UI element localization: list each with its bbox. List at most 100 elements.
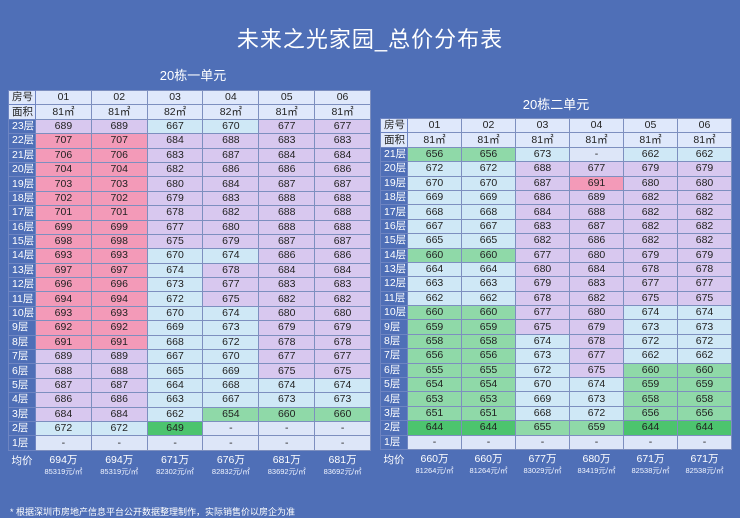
floor-label: 12层 [380, 276, 408, 292]
floor-label: 17层 [380, 204, 408, 220]
price-cell: 707 [35, 133, 92, 149]
avg-price: 681万 [328, 453, 357, 466]
table-row: 12层 663 663 679 683 677 677 [380, 276, 732, 292]
price-cell: 684 [202, 176, 260, 192]
price-cell: 670 [407, 175, 462, 191]
price-cell: - [202, 420, 260, 437]
floor-label: 1层 [380, 434, 408, 450]
price-cell: 688 [202, 133, 260, 149]
price-cell: - [35, 435, 92, 451]
floor-label: 7层 [380, 348, 408, 364]
price-cell: 682 [623, 204, 678, 220]
price-cell: 675 [146, 233, 204, 250]
table-row: 21层 706 706 683 687 684 684 [8, 147, 371, 163]
row-label: 房号 [8, 89, 36, 106]
avg-price: 676万 [216, 453, 245, 466]
floor-label: 7层 [8, 349, 36, 365]
floor-label: 11层 [380, 290, 408, 307]
price-cell: 696 [35, 277, 92, 293]
floor-label: 2层 [380, 420, 408, 436]
price-cell: 677 [146, 219, 204, 235]
price-cell: 682 [623, 189, 678, 206]
price-cell: 701 [90, 205, 148, 221]
price-cell: 682 [623, 218, 678, 235]
row-label: 房号 [380, 117, 408, 134]
price-cell: 668 [146, 334, 204, 351]
price-cell: 699 [35, 219, 92, 235]
unit-header: 03 [515, 117, 570, 134]
price-cell: 656 [677, 405, 732, 422]
price-cell: 706 [35, 147, 92, 163]
price-cell: 659 [461, 319, 516, 335]
table-row: 5层 654 654 670 674 659 659 [380, 377, 732, 393]
price-cell: 680 [569, 247, 624, 263]
price-cell: 680 [146, 176, 204, 192]
price-cell: 672 [569, 405, 624, 422]
price-cell: - [314, 420, 371, 437]
price-cell: 684 [258, 147, 316, 163]
area-cell: 81㎡ [515, 132, 570, 148]
price-cell: 688 [569, 204, 624, 220]
price-cell: 662 [677, 146, 732, 163]
price-cell: 672 [515, 362, 570, 379]
avg-unit-price: 81264元/㎡ [415, 465, 454, 475]
price-cell: 667 [146, 349, 204, 365]
price-cell: - [677, 434, 732, 450]
table-row: 18层 702 702 679 683 688 688 [8, 190, 371, 207]
floor-label: 4层 [380, 391, 408, 407]
avg-cell: 671万 82538元/㎡ [678, 449, 732, 484]
price-cell: 698 [35, 233, 92, 250]
table-row: 12层 696 696 673 677 683 683 [8, 277, 371, 293]
price-cell: 680 [515, 261, 570, 278]
header-row: 房号 01 02 03 04 05 06 [380, 117, 732, 134]
area-row: 面积 81㎡ 81㎡ 82㎡ 82㎡ 81㎡ 81㎡ [8, 104, 371, 120]
table-unit-1: 房号 01 02 03 04 05 06 面积 81㎡ 81㎡ 82㎡ 82㎡ 81㎡ 81㎡ 23层 689… [8, 89, 371, 485]
avg-cell: 681万 83692元/㎡ [315, 450, 371, 485]
price-cell: 680 [569, 305, 624, 321]
avg-price: 660万 [420, 452, 449, 465]
price-cell: 679 [515, 276, 570, 292]
floor-label: 12层 [8, 277, 36, 293]
price-cell: 684 [146, 133, 204, 149]
avg-cell: 671万 82302元/㎡ [147, 450, 203, 485]
price-cell: 656 [623, 405, 678, 422]
avg-price: 680万 [582, 452, 611, 465]
price-cell: 674 [314, 377, 371, 394]
table-row: 9层 692 692 669 673 679 679 [8, 320, 371, 336]
price-cell: 672 [623, 333, 678, 350]
price-cell: 675 [515, 319, 570, 335]
price-cell: 672 [461, 161, 516, 177]
price-cell: 654 [461, 377, 516, 393]
price-cell: 655 [461, 362, 516, 379]
price-cell: 656 [461, 348, 516, 364]
price-cell: 679 [202, 233, 260, 250]
avg-price: 671万 [690, 452, 719, 465]
table-row: 2层 644 644 655 659 644 644 [380, 420, 732, 436]
floor-label: 16层 [8, 219, 36, 235]
price-cell: 682 [258, 291, 316, 307]
price-cell: 660 [461, 305, 516, 321]
area-cell: 81㎡ [461, 132, 516, 148]
price-cell: 688 [258, 190, 316, 207]
avg-unit-price: 85319元/㎡ [100, 466, 139, 476]
price-cell: 704 [90, 161, 148, 178]
unit-header: 02 [90, 89, 148, 106]
table-row: 4层 686 686 663 667 673 673 [8, 392, 371, 408]
price-cell: 702 [90, 190, 148, 207]
price-cell: 697 [35, 262, 92, 279]
price-cell: 682 [569, 290, 624, 307]
floor-label: 20层 [380, 161, 408, 177]
avg-label: 均价 [383, 453, 405, 466]
floor-label: 14层 [8, 248, 36, 264]
price-cell: 675 [677, 290, 732, 307]
price-cell: 682 [515, 233, 570, 249]
floor-label: 18层 [8, 190, 36, 207]
price-cell: 660 [407, 247, 462, 263]
avg-price: 681万 [272, 453, 301, 466]
price-cell: 670 [461, 175, 516, 191]
price-cell: 673 [314, 392, 371, 408]
price-cell: 701 [35, 205, 92, 221]
floor-label: 15层 [8, 233, 36, 250]
floor-label: 2层 [8, 420, 36, 437]
table-row: 16层 699 699 677 680 688 688 [8, 219, 371, 235]
